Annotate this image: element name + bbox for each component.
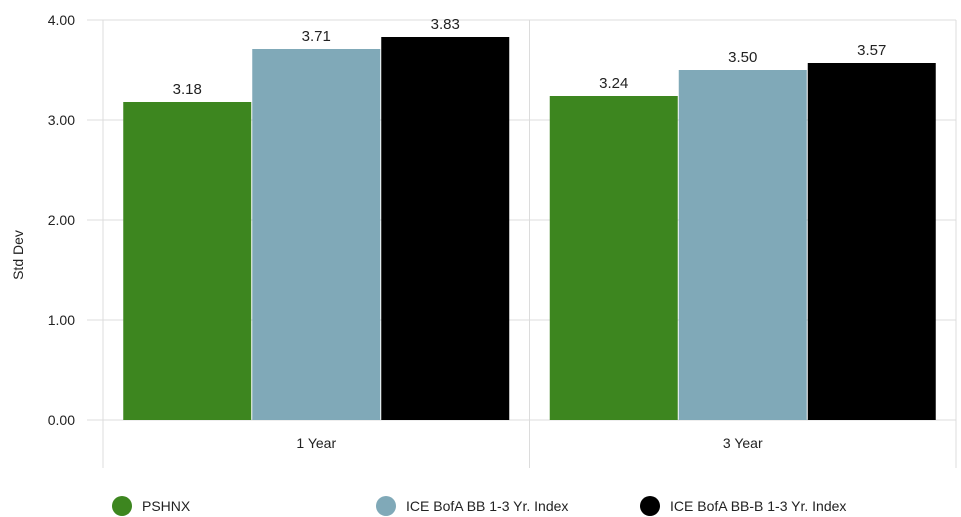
x-tick-label: 3 Year xyxy=(723,435,763,451)
legend: PSHNX ICE BofA BB 1-3 Yr. Index ICE BofA B… xyxy=(0,496,961,517)
y-axis-title: Std Dev xyxy=(10,230,26,280)
y-tick-label: 4.00 xyxy=(48,12,75,28)
y-tick-label: 2.00 xyxy=(48,212,75,228)
legend-item[interactable]: ICE BofA BB-B 1-3 Yr. Index xyxy=(640,496,846,516)
x-tick-label: 1 Year xyxy=(296,435,336,451)
bar xyxy=(252,49,381,420)
legend-item[interactable]: ICE BofA BB 1-3 Yr. Index xyxy=(376,496,568,516)
y-tick-label: 3.00 xyxy=(48,112,75,128)
bar xyxy=(549,96,678,420)
data-labels: 3.18 3.71 3.83 3.24 3.50 3.57 xyxy=(173,16,887,98)
legend-label: PSHNX xyxy=(142,498,191,514)
y-tick-label: 1.00 xyxy=(48,312,75,328)
bars xyxy=(123,37,936,420)
bar-value-label: 3.71 xyxy=(302,28,331,45)
bar-value-label: 3.83 xyxy=(431,16,460,33)
bar-value-label: 3.57 xyxy=(857,42,886,59)
y-axis: 0.00 1.00 2.00 3.00 4.00 xyxy=(48,12,75,428)
legend-item[interactable]: PSHNX xyxy=(112,496,190,516)
bar xyxy=(807,63,936,420)
legend-swatch xyxy=(640,496,660,516)
legend-label: ICE BofA BB-B 1-3 Yr. Index xyxy=(670,498,847,514)
bar-value-label: 3.18 xyxy=(173,81,202,98)
x-axis: 1 Year 3 Year xyxy=(296,435,763,451)
bar-value-label: 3.50 xyxy=(728,49,757,66)
bar-value-label: 3.24 xyxy=(599,75,628,92)
legend-swatch xyxy=(376,496,396,516)
legend-swatch xyxy=(112,496,132,516)
legend-label: ICE BofA BB 1-3 Yr. Index xyxy=(406,498,569,514)
y-tick-label: 0.00 xyxy=(48,412,75,428)
bar xyxy=(678,70,807,420)
bar xyxy=(381,37,510,420)
bar xyxy=(123,102,252,420)
